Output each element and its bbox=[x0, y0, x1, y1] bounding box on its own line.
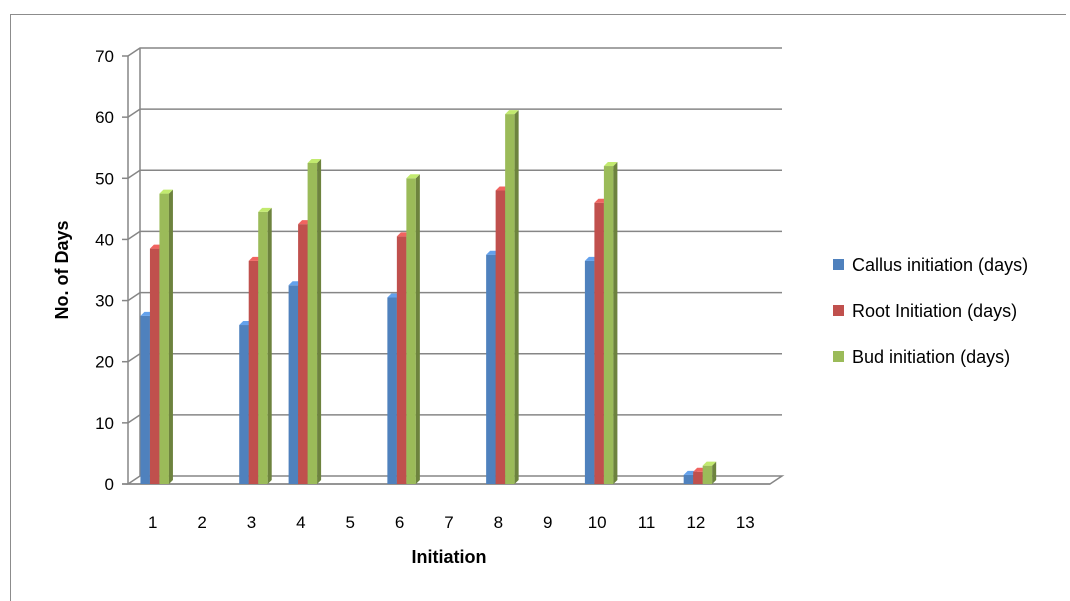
legend-item: Callus initiation (days) bbox=[833, 255, 1028, 275]
bar-front bbox=[683, 474, 694, 484]
bar bbox=[702, 461, 717, 484]
bar bbox=[159, 189, 173, 485]
bar-side bbox=[317, 159, 322, 484]
legend-swatch bbox=[833, 351, 844, 362]
bar-front bbox=[702, 465, 713, 484]
bars bbox=[140, 110, 717, 485]
bar-side bbox=[514, 110, 519, 484]
y-axis-title: No. of Days bbox=[52, 220, 72, 319]
gridline bbox=[127, 230, 782, 241]
legend-label: Bud initiation (days) bbox=[852, 347, 1010, 367]
x-tick-label: 13 bbox=[736, 513, 755, 532]
bar-front bbox=[693, 471, 703, 484]
bar-top bbox=[603, 162, 618, 167]
bar-side bbox=[168, 189, 173, 485]
x-tick-label: 5 bbox=[345, 513, 354, 532]
x-tick-label: 2 bbox=[197, 513, 206, 532]
bar-front bbox=[298, 224, 308, 484]
y-tick-label: 10 bbox=[95, 414, 114, 433]
x-tick-label: 7 bbox=[444, 513, 453, 532]
bar-front bbox=[248, 260, 259, 484]
bar-front bbox=[505, 114, 515, 484]
bar-front bbox=[594, 202, 604, 484]
legend-item: Root Initiation (days) bbox=[833, 301, 1017, 321]
bar-side bbox=[415, 174, 420, 485]
gridline bbox=[127, 169, 782, 179]
y-tick-label: 40 bbox=[95, 230, 114, 249]
bar bbox=[307, 159, 322, 484]
bar-front bbox=[149, 248, 160, 484]
x-tick-label: 12 bbox=[686, 513, 705, 532]
bar-front bbox=[406, 178, 416, 485]
bar bbox=[603, 162, 618, 485]
legend-swatch bbox=[833, 305, 844, 316]
bar-front bbox=[603, 166, 614, 485]
bar-front bbox=[307, 163, 318, 484]
bar-top bbox=[159, 189, 173, 194]
bar bbox=[505, 110, 519, 484]
x-tick-label: 11 bbox=[638, 513, 656, 532]
y-tick-label: 20 bbox=[95, 353, 114, 372]
bar-front bbox=[584, 260, 595, 484]
bar-top bbox=[505, 110, 519, 115]
gridline bbox=[127, 108, 782, 118]
legend-swatch bbox=[833, 259, 844, 270]
x-tick-label: 10 bbox=[588, 513, 607, 532]
legend-label: Root Initiation (days) bbox=[852, 301, 1017, 321]
legend-item: Bud initiation (days) bbox=[833, 347, 1010, 367]
bar bbox=[258, 207, 272, 484]
x-tick-label: 6 bbox=[395, 513, 404, 532]
bar-top bbox=[258, 207, 272, 212]
bar-side bbox=[267, 207, 272, 484]
x-tick-label: 3 bbox=[247, 513, 256, 532]
y-tick-label: 30 bbox=[95, 292, 114, 311]
chart-frame bbox=[10, 14, 1066, 601]
gridline bbox=[127, 414, 782, 424]
bar-front bbox=[387, 297, 397, 484]
y-tick-label: 60 bbox=[95, 108, 114, 127]
bar-front bbox=[396, 236, 407, 484]
bar-front bbox=[288, 285, 299, 484]
x-tick-label: 9 bbox=[543, 513, 552, 532]
legend-label: Callus initiation (days) bbox=[852, 255, 1028, 275]
gridline bbox=[127, 352, 782, 363]
y-tick-label: 50 bbox=[95, 169, 114, 188]
bar-front bbox=[495, 190, 506, 484]
bar-top bbox=[702, 461, 717, 466]
bar bbox=[406, 174, 420, 485]
bar-front bbox=[140, 315, 150, 484]
bar-front bbox=[239, 325, 249, 484]
x-tick-labels: 1 2 3 4 5 6 7 8 9 10 11 12 13 bbox=[148, 513, 755, 532]
y-tick-label: 70 bbox=[95, 47, 114, 66]
gridline bbox=[127, 291, 782, 302]
x-axis-title: Initiation bbox=[412, 547, 487, 567]
bar-front bbox=[159, 193, 169, 485]
gridlines bbox=[127, 47, 782, 424]
gridline bbox=[127, 47, 782, 57]
y-tick-labels: 0 10 20 30 40 50 60 70 bbox=[95, 47, 114, 494]
bar-top bbox=[307, 159, 322, 163]
bar-front bbox=[258, 211, 268, 484]
x-tick-label: 1 bbox=[148, 513, 157, 532]
y-tick-label: 0 bbox=[105, 475, 114, 494]
bar-front bbox=[486, 254, 496, 484]
legend: Callus initiation (days) Root Initiation … bbox=[833, 255, 1028, 367]
x-tick-label: 8 bbox=[494, 513, 503, 532]
bar-top bbox=[406, 174, 420, 179]
bar-side bbox=[712, 461, 717, 484]
bar-side bbox=[613, 162, 618, 485]
axes bbox=[122, 48, 785, 485]
x-tick-label: 4 bbox=[296, 513, 305, 532]
